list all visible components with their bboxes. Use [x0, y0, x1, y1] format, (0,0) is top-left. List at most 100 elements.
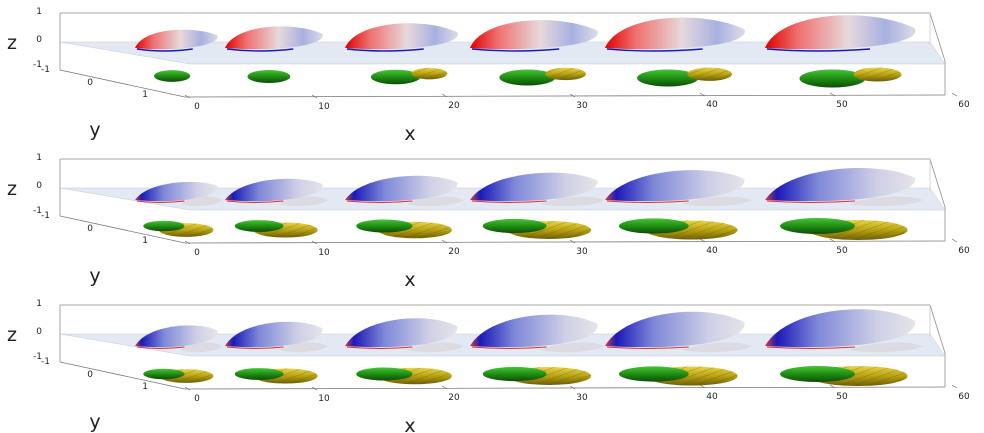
x-tick-label: 40 [706, 392, 718, 402]
iso-surface-upper [765, 309, 916, 348]
iso-surface-secondary [180, 342, 222, 353]
iso-surface-secondary [847, 342, 923, 353]
z-axis-label: z [7, 178, 17, 200]
iso-surface-upper [135, 181, 218, 202]
green-isosurface [799, 69, 866, 88]
iso-surface-secondary [540, 196, 604, 207]
x-tick-label: 20 [448, 393, 460, 403]
blue-edge [136, 48, 193, 52]
x-tick-label: 10 [318, 248, 330, 258]
x-tick-label: 50 [836, 246, 848, 256]
iso-surface-upper [345, 23, 458, 50]
iso-surface-upper [225, 321, 323, 348]
green-isosurface [637, 69, 699, 87]
vortex-structure [225, 321, 328, 384]
z-tick-label: -1 [33, 352, 42, 362]
y-axis-line [59, 361, 186, 390]
x-tick-label: 0 [194, 102, 200, 112]
vortex-structure [605, 311, 752, 386]
blue-edge [226, 48, 294, 52]
vortex-structure [225, 178, 328, 238]
x-tick-mark [569, 385, 576, 390]
x-tick-label: 50 [836, 392, 848, 402]
x-tick-mark [829, 238, 836, 243]
vortex-structure [345, 23, 458, 85]
x-tick-mark [184, 386, 191, 391]
x-axis-label: x [404, 123, 415, 145]
green-isosurface [153, 70, 191, 82]
iso-surface-upper [765, 167, 916, 202]
blue-edge [471, 48, 560, 52]
green-isosurface [780, 218, 855, 234]
x-axis-label: x [404, 269, 415, 291]
red-edge [606, 200, 689, 203]
y-tick-label: -1 [41, 65, 50, 75]
x-tick-mark [569, 239, 576, 244]
green-isosurface [499, 69, 556, 86]
x-tick-label: 30 [576, 101, 588, 111]
iso-surface-upper [345, 318, 458, 348]
z-tick-label: 1 [36, 153, 42, 163]
x-axis-label: x [404, 415, 415, 433]
vortex-structure [765, 167, 923, 240]
red-edge [346, 200, 413, 203]
x-axis-line [184, 240, 946, 244]
x-tick-mark [951, 92, 958, 97]
vortex-structure [470, 172, 604, 239]
x-tick-mark [699, 92, 706, 97]
iso-surface-upper [605, 17, 745, 50]
x-tick-mark [441, 239, 448, 244]
y-axis-line [59, 215, 186, 244]
x-tick-label: 40 [706, 100, 718, 110]
red-edge [766, 346, 856, 349]
y-axis-label: y [89, 411, 100, 433]
vortex-structure [135, 181, 222, 237]
iso-surface-secondary [278, 342, 328, 353]
green-isosurface [618, 366, 689, 382]
green-isosurface [618, 218, 689, 234]
x-axis-line [184, 386, 946, 390]
green-isosurface [482, 366, 547, 382]
iso-surface-upper [345, 175, 458, 202]
x-tick-label: 60 [958, 100, 970, 110]
iso-surface-upper [225, 178, 323, 202]
red-edge [136, 200, 185, 203]
red-edge [471, 346, 547, 349]
iso-surface-secondary [406, 196, 464, 207]
iso-surface-secondary [540, 342, 604, 353]
x-tick-mark [951, 238, 958, 243]
red-edge [606, 346, 689, 349]
x-tick-label: 30 [576, 393, 588, 403]
x-axis-line [184, 94, 946, 98]
y-axis-label: y [89, 119, 100, 141]
x-tick-label: 0 [194, 394, 200, 404]
iso-surface-secondary [847, 196, 923, 207]
green-isosurface [234, 368, 284, 380]
vortex-structure [605, 170, 752, 240]
z-tick-label: 0 [36, 35, 42, 45]
green-isosurface [356, 219, 413, 233]
x-tick-mark [829, 92, 836, 97]
vortex-structure [345, 175, 464, 239]
iso-surface-upper [135, 325, 218, 348]
red-edge [226, 346, 284, 349]
red-edge [766, 200, 856, 203]
green-isosurface [143, 220, 185, 232]
y-tick-label: 0 [87, 224, 93, 234]
x-tick-label: 10 [318, 394, 330, 404]
y-tick-label: 0 [87, 78, 93, 88]
iso-surface-upper [225, 26, 323, 50]
x-tick-label: 40 [706, 246, 718, 256]
vortex-structure [765, 15, 916, 88]
z-tick-label: 1 [36, 7, 42, 17]
green-isosurface [370, 69, 421, 85]
vortex-structure [765, 309, 923, 386]
y-axis-label: y [89, 265, 100, 287]
x-tick-label: 30 [576, 247, 588, 257]
z-tick-label: 0 [36, 181, 42, 191]
iso-surface-upper [470, 172, 598, 202]
red-edge [346, 346, 413, 349]
x-tick-mark [699, 238, 706, 243]
